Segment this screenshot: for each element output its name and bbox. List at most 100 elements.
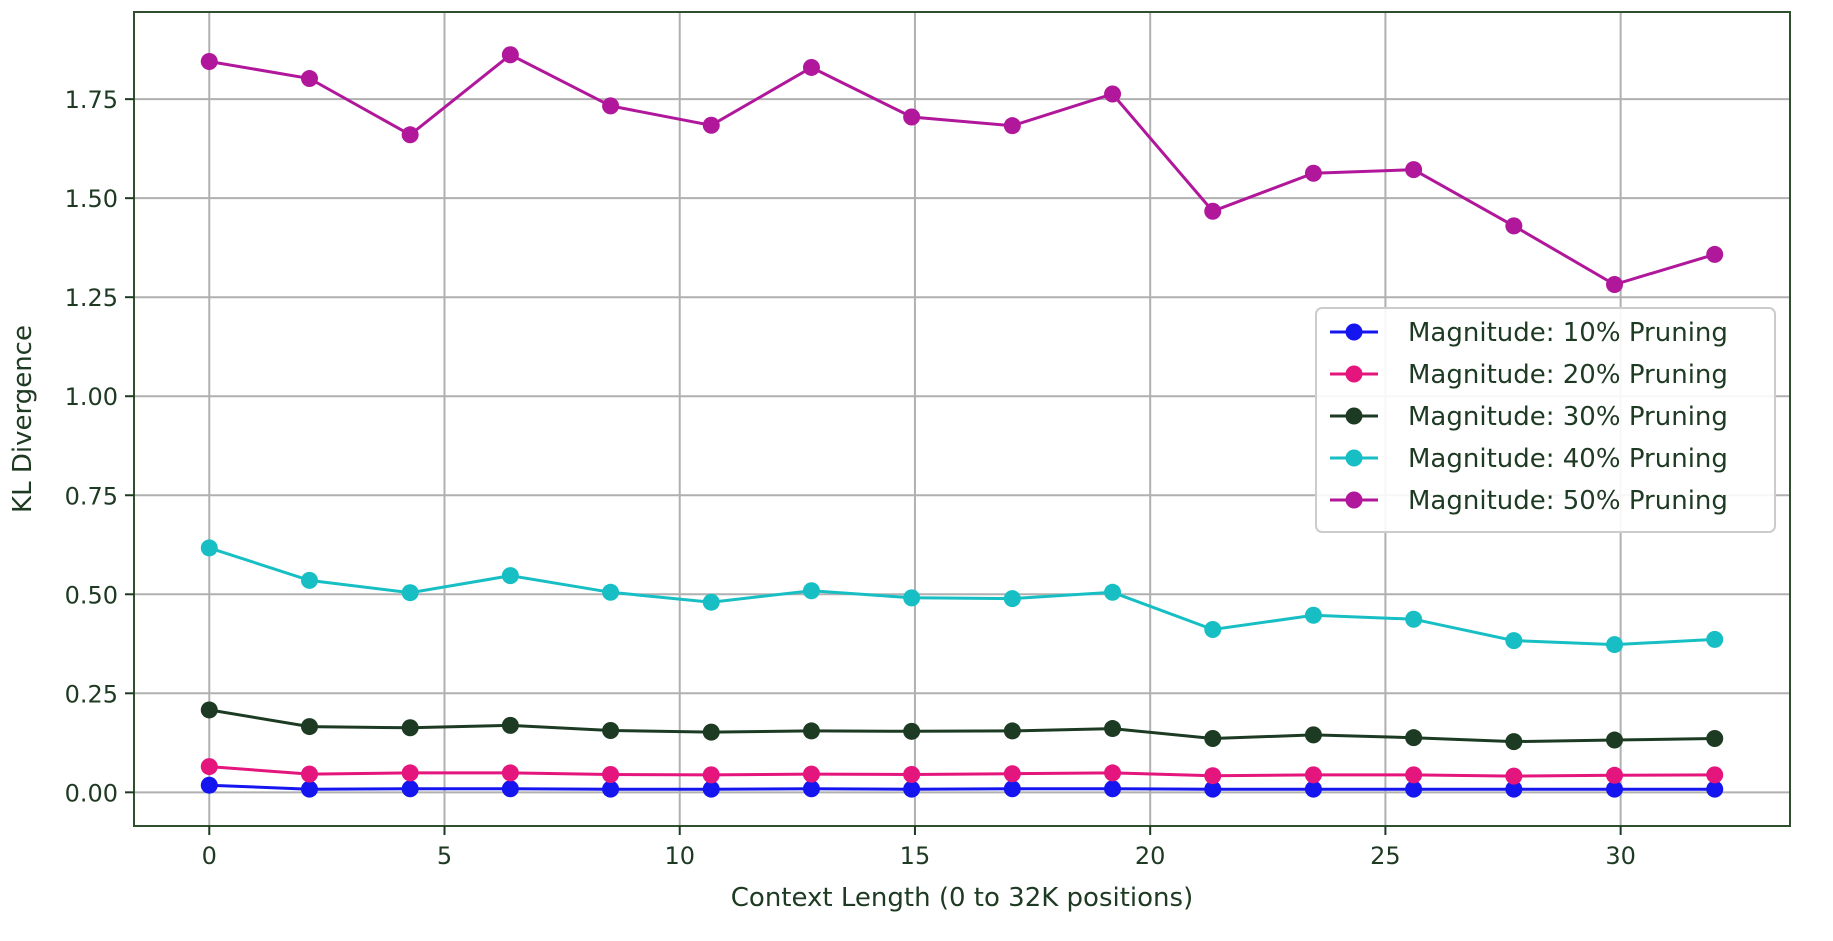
x-tick-label: 20	[1135, 842, 1166, 870]
data-point	[1304, 780, 1322, 798]
legend-label: Magnitude: 10% Pruning	[1408, 318, 1728, 348]
series-group	[200, 758, 1724, 785]
data-point	[1606, 276, 1624, 294]
legend-item: Magnitude: 20% Pruning	[1330, 360, 1728, 390]
x-tick-label: 25	[1370, 842, 1401, 870]
y-tick-label: 0.25	[65, 680, 118, 708]
data-point	[300, 765, 318, 783]
data-point	[903, 722, 921, 740]
data-point	[1405, 161, 1423, 179]
y-tick-label: 0.75	[65, 482, 118, 510]
y-tick-label: 1.50	[65, 185, 118, 213]
legend-marker	[1345, 491, 1363, 509]
y-tick-label: 1.00	[65, 383, 118, 411]
legend: Magnitude: 10% Pruning Magnitude: 20% Pru…	[1315, 307, 1776, 533]
legend-item: Magnitude: 40% Pruning	[1330, 444, 1728, 474]
data-point	[1606, 780, 1624, 798]
data-point	[1606, 731, 1624, 749]
data-point	[903, 766, 921, 784]
series-line	[209, 783, 1715, 791]
series-group	[200, 539, 1724, 654]
data-point	[501, 46, 519, 64]
data-point	[602, 780, 620, 798]
data-point	[1204, 729, 1222, 747]
data-point	[300, 718, 318, 736]
x-tick-label: 0	[202, 842, 217, 870]
data-point	[1003, 590, 1021, 608]
legend-box	[1315, 307, 1776, 533]
x-tick-label: 15	[900, 842, 931, 870]
data-point	[903, 589, 921, 607]
data-point	[602, 722, 620, 740]
data-point	[1505, 767, 1523, 785]
data-point	[1003, 780, 1021, 798]
data-point	[1204, 621, 1222, 639]
data-point	[802, 765, 820, 783]
data-point	[1706, 630, 1724, 648]
legend-label: Magnitude: 30% Pruning	[1408, 402, 1728, 432]
legend-marker	[1345, 365, 1363, 383]
data-point	[1204, 767, 1222, 785]
data-point	[200, 758, 218, 776]
data-point	[1606, 636, 1624, 654]
data-point	[200, 539, 218, 557]
data-point	[1304, 726, 1322, 744]
series-line	[209, 708, 1715, 744]
series-line	[209, 53, 1716, 287]
data-point	[1304, 164, 1322, 182]
legend-marker	[1345, 449, 1363, 467]
data-point	[1003, 765, 1021, 783]
data-point	[501, 764, 519, 782]
data-point	[802, 58, 820, 76]
data-point	[1405, 729, 1423, 747]
legend-label: Magnitude: 50% Pruning	[1408, 486, 1728, 516]
y-tick-label: 0.50	[65, 581, 118, 609]
data-point	[300, 571, 318, 589]
series-group	[200, 46, 1724, 294]
data-point	[702, 116, 720, 134]
series-lines	[200, 46, 1724, 798]
legend-item: Magnitude: 10% Pruning	[1330, 318, 1728, 348]
data-point	[401, 126, 419, 144]
legend-item: Magnitude: 50% Pruning	[1330, 486, 1728, 516]
data-point	[802, 582, 820, 600]
data-point	[501, 780, 519, 798]
data-point	[200, 701, 218, 719]
legend-item: Magnitude: 30% Pruning	[1330, 402, 1728, 432]
data-point	[1104, 764, 1122, 782]
data-point	[1706, 780, 1724, 798]
data-point	[1104, 720, 1122, 738]
axis-ticks: 0 5 10 15 20 25 30 0.00 0.25 0.50 0.75 1.00 1.25 1.50…	[65, 86, 1636, 870]
data-point	[1706, 245, 1724, 263]
y-axis-label: KL Divergence	[8, 325, 38, 513]
data-point	[903, 780, 921, 798]
data-point	[702, 593, 720, 611]
data-point	[1405, 766, 1423, 784]
series-group	[200, 701, 1724, 751]
x-axis-label: Context Length (0 to 32K positions)	[731, 883, 1193, 913]
data-point	[1104, 780, 1122, 798]
data-point	[200, 53, 218, 71]
series-line	[208, 546, 1715, 647]
y-tick-label: 1.75	[65, 86, 118, 114]
data-point	[401, 764, 419, 782]
data-point	[1706, 729, 1724, 747]
data-point	[602, 97, 620, 115]
legend-label: Magnitude: 20% Pruning	[1408, 360, 1728, 390]
x-tick-label: 10	[664, 842, 695, 870]
data-point	[300, 780, 318, 798]
data-point	[1505, 632, 1523, 650]
y-tick-label: 1.25	[65, 284, 118, 312]
y-tick-label: 0.00	[65, 779, 118, 807]
legend-marker	[1345, 407, 1363, 425]
data-point	[501, 716, 519, 734]
data-point	[1003, 722, 1021, 740]
data-point	[802, 780, 820, 798]
data-point	[1505, 733, 1523, 751]
x-tick-label: 30	[1605, 842, 1636, 870]
data-point	[300, 70, 318, 88]
x-tick-label: 5	[437, 842, 452, 870]
data-point	[602, 583, 620, 601]
